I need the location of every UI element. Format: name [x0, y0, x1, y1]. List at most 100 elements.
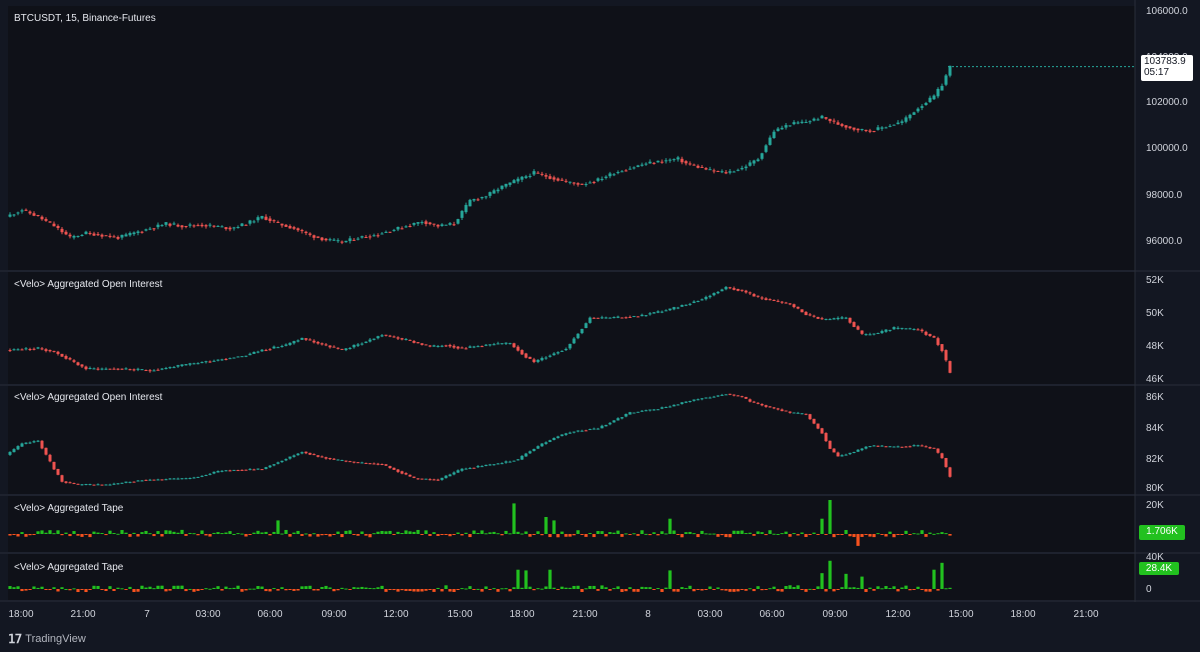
time-tick-label: 06:00: [257, 609, 282, 620]
candle-body: [692, 164, 696, 166]
tape-bar: [324, 585, 328, 589]
tape-bar: [932, 569, 936, 589]
candle-body: [844, 454, 848, 456]
candle-body: [836, 122, 840, 125]
tape-bar: [232, 533, 236, 535]
tape-bar: [112, 533, 116, 535]
tape-bar: [752, 589, 756, 592]
candle-body: [372, 235, 376, 237]
tape-bar: [88, 534, 92, 538]
candle-body: [32, 441, 36, 443]
candle-body: [328, 239, 332, 241]
candle-body: [864, 446, 868, 449]
tape-bar: [428, 534, 432, 536]
tape-bar: [400, 533, 404, 535]
tape-bar: [44, 532, 48, 534]
tape-bar: [604, 587, 608, 589]
axis-tick-label: 40K: [1146, 552, 1164, 563]
tape-bar: [184, 534, 188, 536]
candle-body: [304, 231, 308, 234]
candle-body: [172, 223, 176, 225]
tape-bar: [528, 586, 532, 589]
candle-body: [536, 172, 540, 174]
candle-body: [412, 222, 416, 225]
tape-bar: [356, 587, 360, 589]
tradingview-logo[interactable]: 𝟣𝟩 TradingView: [8, 632, 86, 646]
candle-body: [436, 346, 440, 348]
candle-body: [528, 451, 532, 454]
candle-body: [12, 449, 16, 453]
candle-body: [840, 124, 844, 126]
tape-bar: [8, 534, 12, 536]
candle-body: [652, 162, 656, 164]
candle-body: [68, 234, 72, 237]
candle-body: [672, 404, 676, 407]
candle-body: [700, 398, 704, 400]
candle-body: [136, 231, 140, 233]
candle-body: [744, 396, 748, 399]
candle-body: [228, 470, 232, 472]
candle-body: [432, 345, 436, 347]
tape-bar: [828, 500, 832, 534]
candle-body: [320, 343, 324, 345]
candle-body: [572, 338, 576, 344]
candle-body: [220, 359, 224, 361]
tape-bar: [620, 534, 624, 537]
candle-body: [840, 455, 844, 457]
tape-bar: [700, 589, 704, 591]
tape-bar: [360, 586, 364, 589]
tape-bar: [732, 530, 736, 534]
candle-body: [512, 460, 516, 462]
panes-background: [0, 0, 1200, 602]
tape-bar: [468, 534, 472, 538]
tape-bar: [384, 531, 388, 534]
candle-body: [820, 318, 824, 320]
candle-body: [344, 460, 348, 462]
candle-body: [200, 475, 204, 477]
tape-bar: [492, 588, 496, 590]
tape-bar: [132, 589, 136, 592]
tape-bar: [948, 534, 952, 536]
tape-bar: [72, 531, 76, 534]
candle-body: [760, 404, 764, 406]
candle-body: [252, 351, 256, 354]
candle-body: [832, 318, 836, 320]
tape-bar: [884, 586, 888, 589]
candle-body: [636, 165, 640, 167]
candle-body: [416, 342, 420, 344]
tape-bar: [844, 530, 848, 534]
candle-body: [568, 343, 572, 349]
candle-body: [756, 159, 760, 162]
axis-tick-label: 86K: [1146, 392, 1164, 403]
tape-bar: [156, 585, 160, 589]
tape-bar: [764, 534, 768, 536]
candle-body: [44, 219, 48, 221]
candle-body: [464, 348, 468, 350]
candle-body: [812, 118, 816, 121]
tape-bar: [56, 589, 60, 592]
tape-bar: [692, 589, 696, 592]
tape-bar: [932, 533, 936, 535]
tape-bar: [648, 587, 652, 589]
candle-body: [204, 225, 208, 227]
tape-bar: [144, 530, 148, 534]
candle-body: [332, 239, 336, 241]
candle-body: [624, 414, 628, 417]
candle-body: [128, 232, 132, 236]
tape-bar: [464, 588, 468, 590]
candle-body: [416, 222, 420, 224]
tape-bar: [608, 532, 612, 534]
tape-bar: [876, 586, 880, 589]
tape-bar: [352, 534, 356, 535]
tape-bar: [496, 533, 500, 535]
candle-body: [328, 345, 332, 348]
tape-bar: [652, 589, 656, 590]
candle-body: [424, 221, 428, 224]
candle-body: [916, 108, 920, 112]
candle-body: [240, 469, 244, 471]
candle-body: [632, 167, 636, 169]
tape-bar: [648, 534, 652, 536]
tape-bar: [380, 530, 384, 534]
candle-body: [112, 368, 116, 370]
